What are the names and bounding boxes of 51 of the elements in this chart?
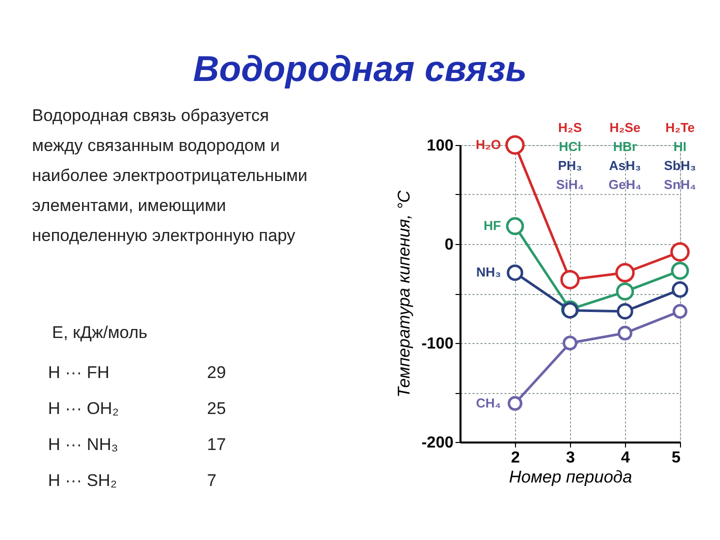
point <box>506 217 524 236</box>
x-tick-label: 5 <box>672 450 681 466</box>
chart-title: Водородная связь <box>193 48 527 89</box>
annotation: SnH₄ <box>664 177 696 192</box>
text: H ··· OH₂ <box>48 399 119 418</box>
series-label: NH₃ <box>476 264 501 280</box>
series-label: CH₄ <box>476 395 501 410</box>
y-tick-label: -200 <box>421 434 454 452</box>
annotation: AsH₃ <box>608 158 642 173</box>
annotation: HI <box>674 139 686 154</box>
x-tick-label: 4 <box>621 450 630 466</box>
y-tick-label: -100 <box>421 336 454 352</box>
text: H ··· NH₃ <box>48 435 118 454</box>
text: H ··· FH <box>48 363 110 382</box>
x-tick-label: 2 <box>511 450 520 466</box>
series-label: H₂O <box>476 137 501 152</box>
annotation: SbH₃ <box>664 158 696 173</box>
annotation: PH₃ <box>558 158 582 173</box>
annotation: GeH₄ <box>608 177 642 192</box>
point <box>670 242 690 262</box>
text: Водородная связь образуется между связанным водородом и наиболее электроотрицательными элементами, имеющими неподеленную электронную пару <box>32 106 308 245</box>
point <box>672 281 688 298</box>
text: H₂Se <box>609 120 641 135</box>
x-axis-title: Номер периода <box>508 468 632 486</box>
point <box>505 135 525 155</box>
point <box>672 304 688 319</box>
text: H₂S <box>558 120 582 135</box>
point <box>508 396 522 411</box>
y-tick-label: 0 <box>444 236 454 254</box>
text: Е, кДж/моль <box>52 323 148 342</box>
point <box>562 336 578 350</box>
text: 25 <box>207 399 226 418</box>
text: 7 <box>207 471 216 490</box>
x-tick-label: 3 <box>566 450 576 466</box>
series-label: HF <box>484 218 502 234</box>
point <box>618 326 632 340</box>
text: H ··· SH₂ <box>48 471 117 490</box>
annotation: HBr <box>613 139 637 154</box>
text: 29 <box>207 363 226 382</box>
y-tick-label: 100 <box>426 138 454 154</box>
point <box>616 282 634 300</box>
point <box>615 263 635 282</box>
annotation: SiH₄ <box>556 177 584 192</box>
point <box>506 264 524 281</box>
point <box>616 303 634 320</box>
point <box>671 262 689 280</box>
text: H₂Te <box>665 120 695 135</box>
point <box>560 270 580 290</box>
text: 17 <box>207 435 226 454</box>
annotation: HCl <box>558 139 582 154</box>
y-axis-title: Температура кипения, °C <box>394 190 414 398</box>
